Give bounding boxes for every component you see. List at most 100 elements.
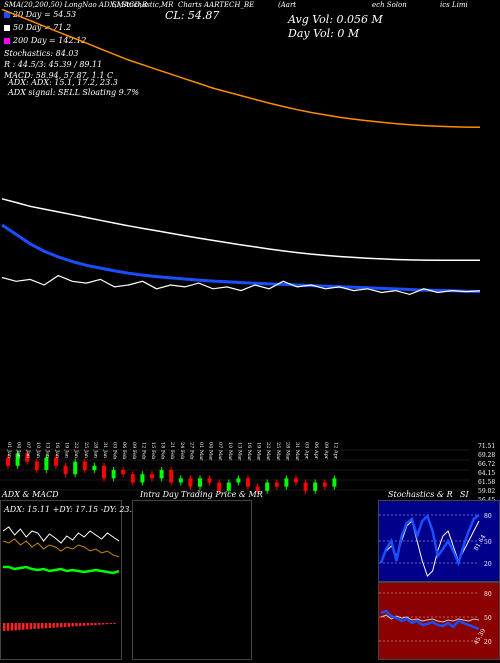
legend-item: R : 44.5/3: 45.39 / 89.11 (4, 60, 103, 69)
date-label: 16 Mar (246, 442, 252, 461)
date-label: 31 Jan (102, 442, 108, 459)
price-axis-label: 69.28 (478, 452, 495, 459)
candle-body (111, 470, 116, 479)
rsi-line (380, 609, 480, 631)
candle-body (102, 465, 106, 479)
legend-item: 20 Day = 54.53 (4, 10, 113, 23)
candle-body (6, 457, 10, 466)
candle-body (294, 478, 298, 483)
candle-body (255, 486, 260, 491)
header-studies: SMA(20,200,50) LongNao ADX,MACD,R (4, 1, 148, 9)
candle-body (169, 470, 174, 483)
candle-body (54, 457, 58, 466)
date-label: 07 Jan (25, 442, 31, 459)
date-label: 13 Mar (236, 442, 242, 461)
macd-bar (101, 623, 105, 625)
date-label: 10 Mar (227, 442, 233, 461)
date-label: 28 Jan (92, 442, 98, 459)
series-line-50-day (1, 198, 481, 262)
price-axis-label: 71.51 (478, 443, 495, 450)
series-line-20-day (1, 223, 481, 293)
macd-bar (98, 623, 101, 625)
candle-body (25, 453, 30, 462)
avg-volume-label: Avg Vol: 0.056 M (288, 13, 383, 26)
stochastic-panel: 80 50 20 81.64 (378, 500, 500, 582)
macd-bar (60, 623, 63, 628)
date-label: 09 Feb (131, 442, 137, 459)
candle-body (226, 482, 231, 491)
macd-bar (67, 623, 71, 627)
legend-item: Stochastics: 84.03 (4, 49, 79, 58)
adx-minus-line (2, 538, 120, 558)
price-axis-label: 64.15 (478, 470, 495, 477)
legend-swatch-20-icon (4, 12, 10, 18)
macd-bar (52, 623, 55, 628)
macd-bar (48, 623, 52, 628)
date-label: 24 Feb (179, 442, 185, 459)
date-label: 19 Mar (256, 442, 262, 461)
candle-body (217, 482, 222, 491)
series-line-200-day (1, 8, 481, 129)
macd-bar (63, 623, 67, 627)
date-label: 09 Apr (323, 442, 329, 460)
date-label: 03 Feb (112, 442, 118, 459)
macd-bar (37, 623, 40, 629)
date-label: 19 Jan (64, 442, 70, 459)
stoch-axis-label: 80 (484, 513, 492, 520)
candle-body (265, 482, 270, 491)
macd-bar (22, 623, 25, 630)
header-company-1: (Aart (278, 1, 297, 9)
adx-main-line (3, 565, 120, 575)
macd-bar (18, 623, 21, 630)
date-label: 16 Jan (54, 442, 60, 459)
candle-body (150, 474, 154, 479)
macd-bar (86, 623, 90, 626)
date-label: 01 Jan (6, 442, 12, 459)
date-label: 25 Jan (83, 442, 89, 459)
candle-body (332, 478, 337, 487)
macd-bar (75, 623, 78, 627)
macd-bar (109, 623, 112, 624)
candle-body (246, 478, 250, 487)
candle-body (284, 478, 289, 487)
candle-body (207, 478, 212, 483)
stoch-k-line (379, 513, 480, 567)
rsi-panel-title: SI (460, 490, 469, 499)
date-label: 27 Feb (188, 442, 194, 459)
candle-body (121, 470, 126, 475)
header-symbol: Charts AARTECH_BE (178, 1, 255, 9)
price-axis-label: 66.72 (478, 461, 495, 468)
header-company-3: ics Limi (440, 1, 468, 9)
date-label: 04 Mar (208, 442, 214, 461)
adx-readout: ADX: 15.11 +DY: 17.15 -DY: 23.26 (4, 505, 143, 514)
macd-bar (29, 623, 33, 630)
legend-item: 50 Day = 71.2 (4, 23, 113, 36)
macd-bar (113, 623, 116, 624)
rsi-panel: 80 50 20 45.39 (378, 582, 500, 660)
adx-chart (2, 526, 120, 631)
macd-bar (3, 623, 6, 631)
legend-item: 200 Day = 142.12 (4, 36, 113, 49)
candle-body (303, 482, 308, 491)
price-axis-label: 59.02 (478, 488, 495, 495)
candle-body (82, 461, 87, 470)
date-label: 07 Mar (217, 442, 223, 461)
candle-body (159, 470, 164, 479)
date-label: 06 Feb (121, 442, 127, 459)
legend-swatch-50-icon (4, 25, 10, 31)
macd-bar (10, 623, 14, 631)
legend-swatch-200-icon (4, 38, 10, 44)
main-chart (1, 8, 481, 296)
candle-body (63, 465, 68, 475)
candle-body (198, 478, 202, 487)
date-label: 04 Jan (16, 442, 22, 459)
candle-body (236, 478, 241, 483)
date-label: 18 Feb (160, 442, 166, 459)
stoch-panel-title: Stochastics & R (388, 490, 453, 499)
macd-bar (82, 623, 86, 626)
macd-bar (79, 623, 82, 626)
series-line-price (1, 274, 481, 296)
macd-bar (71, 623, 74, 627)
date-label: 13 Jan (44, 442, 50, 459)
